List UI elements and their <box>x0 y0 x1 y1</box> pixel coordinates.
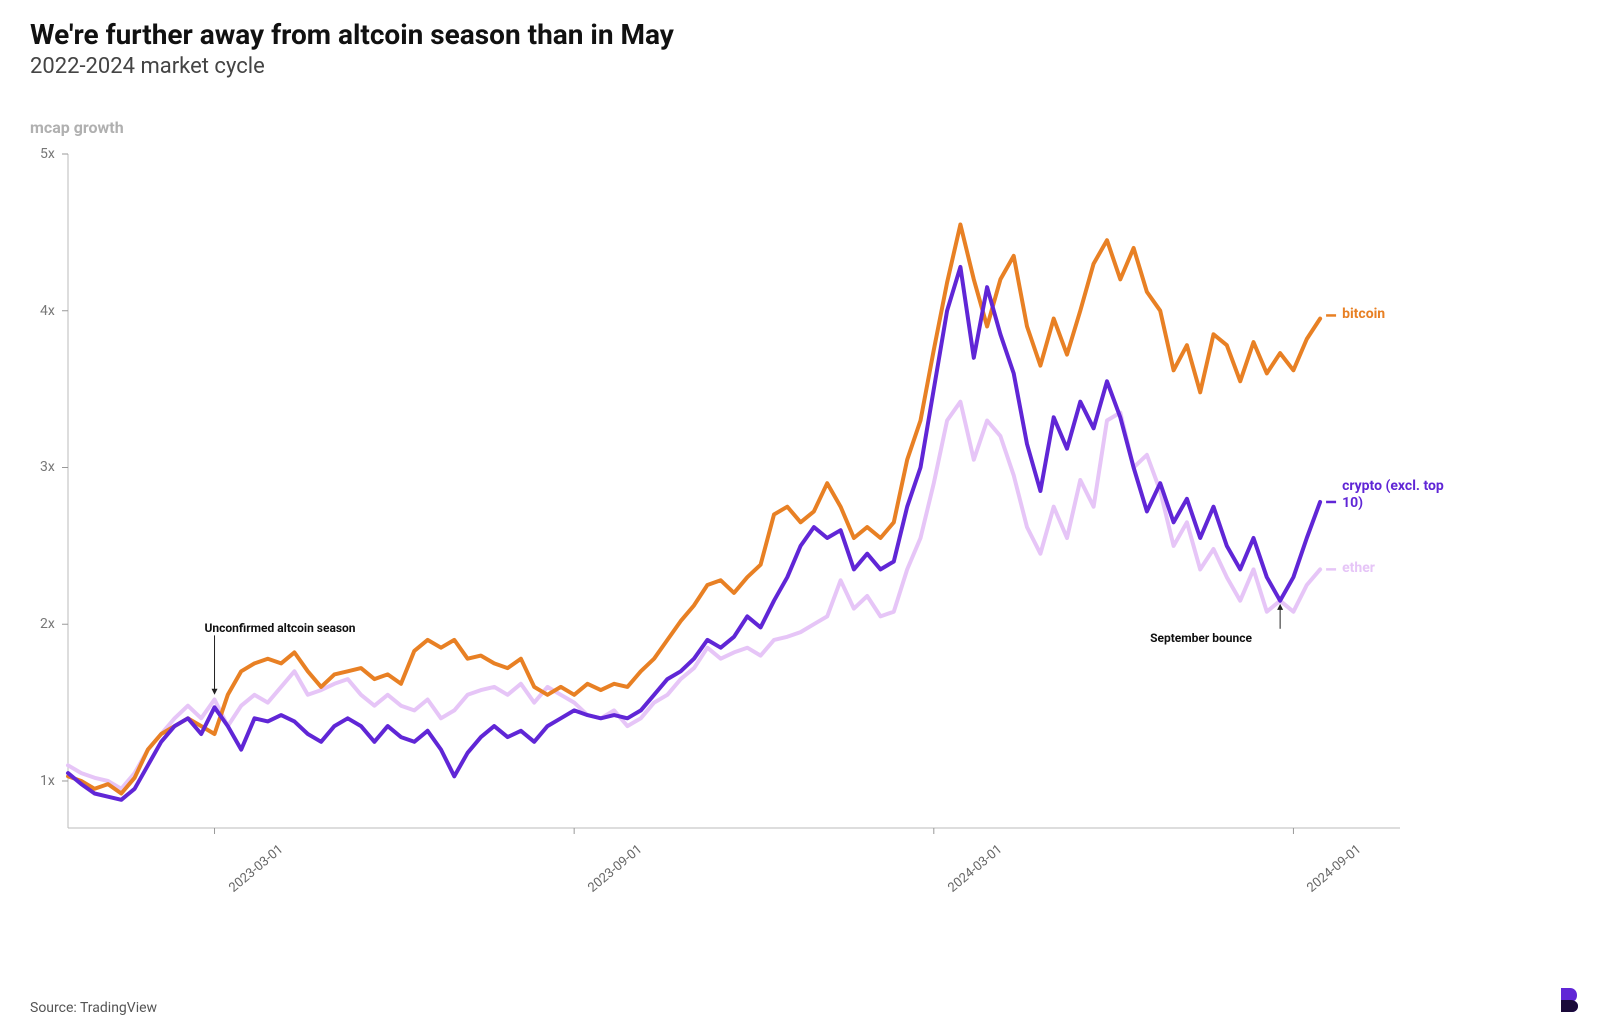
ytick-label: 5x <box>40 146 55 162</box>
ytick-label: 4x <box>40 303 55 319</box>
series-label-bitcoin: bitcoin <box>1342 306 1385 323</box>
ytick-label: 1x <box>40 773 55 789</box>
chart-container: We're further away from altcoin season t… <box>0 0 1600 1034</box>
chart-title: We're further away from altcoin season t… <box>30 18 674 51</box>
series-label-crypto-excl-top10: crypto (excl. top 10) <box>1342 478 1462 512</box>
series-label-ether: ether <box>1342 560 1375 577</box>
annotation-label: September bounce <box>1150 631 1252 645</box>
yaxis-label: mcap growth <box>30 118 124 137</box>
line-chart <box>30 150 1400 890</box>
series-bitcoin <box>68 225 1320 794</box>
chart-subtitle: 2022-2024 market cycle <box>30 54 265 79</box>
source-text: Source: TradingView <box>30 1000 157 1016</box>
annotation-label: Unconfirmed altcoin season <box>205 621 356 635</box>
ytick-label: 2x <box>40 616 55 632</box>
ytick-label: 3x <box>40 459 55 475</box>
series-crypto-excl-top10 <box>68 267 1320 800</box>
brand-logo-icon <box>1558 986 1580 1014</box>
